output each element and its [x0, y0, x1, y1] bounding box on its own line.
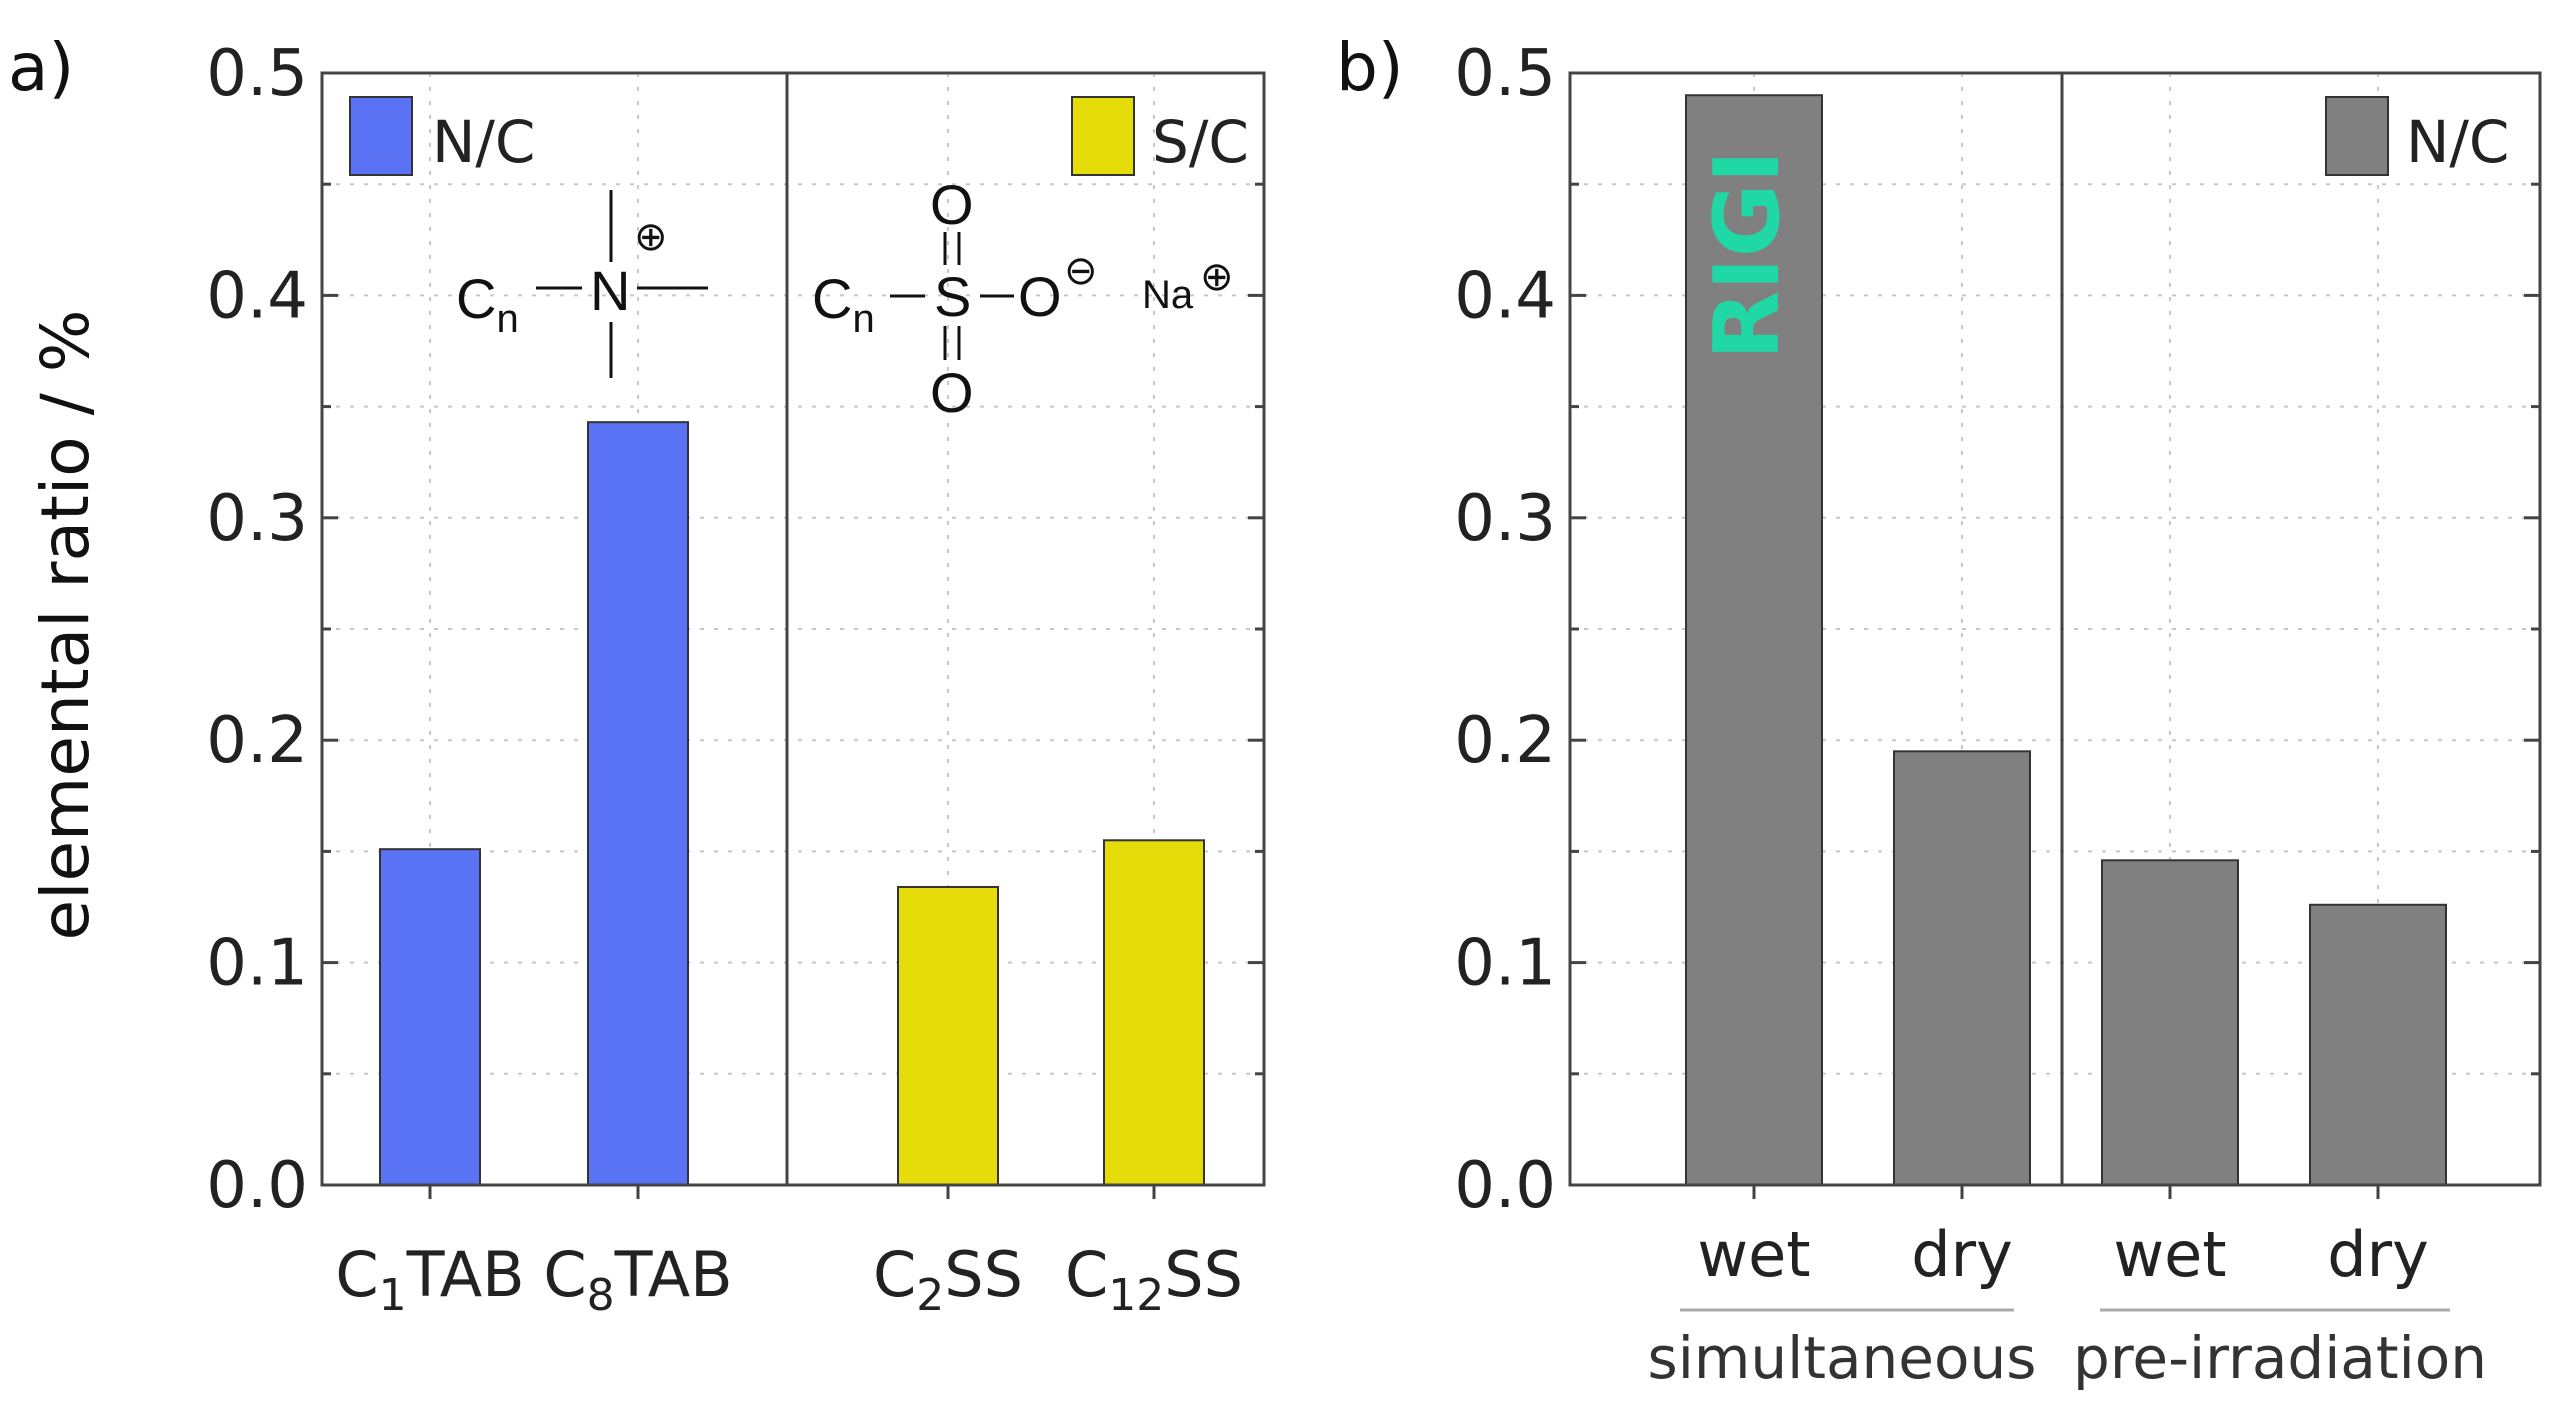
- panel-b-label: b): [1336, 29, 1404, 106]
- chem-counterion: Na: [1142, 273, 1194, 317]
- sulfonate-structure: O Cn S O ⊖ O Na ⊕: [812, 173, 1234, 424]
- ammonium-structure: Cn N ⊕: [456, 190, 708, 378]
- category-label: wet: [2113, 1218, 2226, 1291]
- chem-o-top: O: [930, 173, 974, 236]
- category-label: C8TAB: [543, 1238, 732, 1321]
- panel-b-y-ticks: 0.0 0.1 0.2 0.3 0.4 0.5: [1454, 37, 2540, 1223]
- group-label-pre-irradiation: pre-irradiation: [2073, 1324, 2487, 1392]
- panel-a-label: a): [8, 29, 74, 106]
- y-tick-label: 0.1: [1454, 927, 1556, 1001]
- chem-atom-n: N: [590, 259, 630, 322]
- y-tick-label: 0.3: [1454, 482, 1556, 556]
- panel-a-frame: [320, 71, 1266, 1187]
- bar: [1103, 839, 1205, 1187]
- y-tick-label: 0.5: [1454, 37, 1556, 111]
- legend-swatch-nc-b: [2325, 96, 2389, 176]
- y-tick-label: 0.4: [206, 259, 308, 333]
- category-label: dry: [1911, 1218, 2013, 1291]
- bar: [587, 421, 689, 1186]
- panel-b-frame: [1568, 71, 2542, 1187]
- bar: [1893, 750, 2031, 1186]
- bar: [897, 885, 999, 1186]
- y-tick-label: 0.2: [1454, 704, 1556, 778]
- chem-cn-sulfonate: Cn: [812, 267, 875, 341]
- y-axis-label: elemental ratio / %: [27, 310, 104, 941]
- chem-charge-n: ⊕: [634, 215, 668, 259]
- chem-o-right: O: [1018, 265, 1062, 328]
- y-tick-label: 0.4: [1454, 259, 1556, 333]
- chem-o-bottom: O: [930, 361, 974, 424]
- category-label: C12SS: [1065, 1238, 1243, 1321]
- y-tick-label: 0.5: [206, 37, 308, 111]
- rigi-annotation: RIGI: [1695, 150, 1800, 360]
- chem-charge-na: ⊕: [1200, 255, 1234, 299]
- category-label: dry: [2327, 1218, 2429, 1291]
- y-tick-label: 0.3: [206, 482, 308, 556]
- bar: [2101, 859, 2239, 1187]
- legend-swatch-nc-a: [349, 96, 413, 176]
- legend-label-nc-b: N/C: [2406, 108, 2509, 176]
- legend-label-nc-a: N/C: [432, 108, 535, 176]
- bar: [2309, 903, 2447, 1186]
- y-tick-label: 0.0: [206, 1149, 308, 1223]
- y-tick-label: 0.0: [1454, 1149, 1556, 1223]
- group-label-simultaneous: simultaneous: [1648, 1324, 2037, 1392]
- category-label: wet: [1697, 1218, 1810, 1291]
- chem-cn-ammonium: Cn: [456, 267, 519, 341]
- chem-charge-o: ⊖: [1064, 249, 1098, 293]
- panel-a: a) elemental ratio / % 0.0 0.1 0.2 0.3 0.4 0.…: [8, 29, 1266, 1321]
- panel-b-bars: wet dry wet dry: [1685, 94, 2447, 1291]
- category-label: C1TAB: [335, 1238, 524, 1321]
- legend-label-sc: S/C: [1152, 108, 1249, 176]
- y-tick-label: 0.1: [206, 927, 308, 1001]
- chem-atom-s: S: [934, 265, 971, 328]
- y-tick-label: 0.2: [206, 704, 308, 778]
- legend-swatch-sc: [1071, 96, 1135, 176]
- panel-b: b) 0.0 0.1 0.2 0.3 0.4 0.5 wet dry wet dry N/C R…: [1336, 29, 2542, 1392]
- bar: [379, 848, 481, 1187]
- category-label: C2SS: [873, 1238, 1023, 1321]
